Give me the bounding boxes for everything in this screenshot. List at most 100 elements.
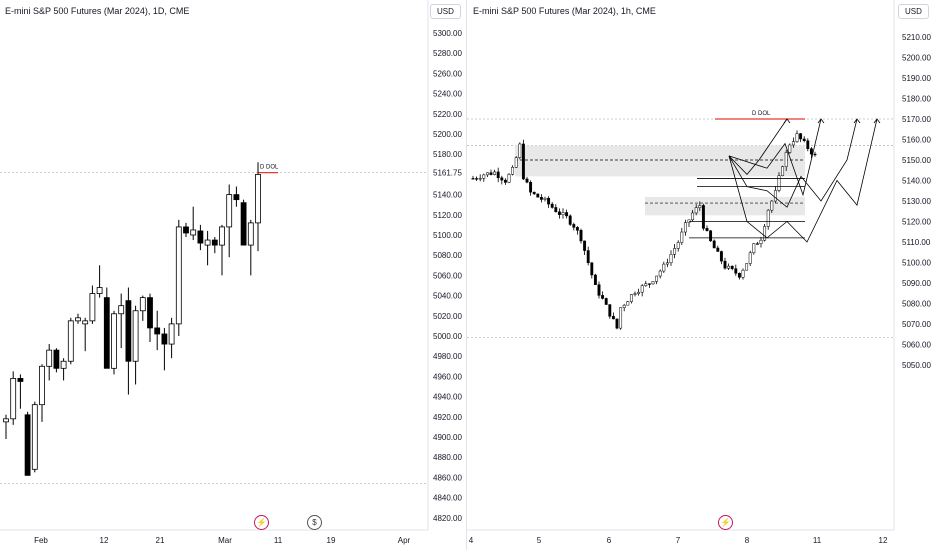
candle-body xyxy=(539,196,543,200)
candle-body xyxy=(161,333,168,345)
y-tick-label: 5300.00 xyxy=(433,29,462,38)
candle-body xyxy=(662,263,666,272)
x-tick-label: 4 xyxy=(469,536,474,545)
projection-path xyxy=(728,118,788,175)
dividend-icon[interactable]: $ xyxy=(307,515,322,530)
candle-body xyxy=(647,283,651,285)
lightning-icon[interactable]: ⚡ xyxy=(718,515,733,530)
y-tick-label: 5140.00 xyxy=(433,191,462,200)
y-tick-label: 4940.00 xyxy=(433,393,462,402)
hourly-chart-pane[interactable]: E-mini S&P 500 Futures (Mar 2024), 1h, C… xyxy=(466,0,932,550)
candle-body xyxy=(741,269,745,278)
candle-body xyxy=(727,265,731,269)
y-tick-label: 5050.00 xyxy=(902,361,931,370)
y-tick-label: 5210.00 xyxy=(902,33,931,42)
x-tick-label: 12 xyxy=(879,536,888,545)
candle-body xyxy=(75,317,81,322)
daily-chart-pane[interactable]: E-mini S&P 500 Futures (Mar 2024), 1D, C… xyxy=(0,0,466,550)
y-tick-label: 5170.00 xyxy=(902,115,931,124)
candle-body xyxy=(525,178,529,183)
currency-button[interactable]: USD xyxy=(430,4,461,19)
x-tick-label: 11 xyxy=(274,536,283,545)
candle-body xyxy=(590,262,594,276)
candle-body xyxy=(694,207,698,214)
x-tick-label: 12 xyxy=(100,536,109,545)
y-tick-label: 5180.00 xyxy=(433,150,462,159)
x-tick-label: 8 xyxy=(745,536,750,545)
candle-body xyxy=(691,212,695,221)
candle-body xyxy=(734,268,738,274)
candle-body xyxy=(583,240,587,251)
candle-body xyxy=(795,133,799,142)
candle-body xyxy=(10,378,17,420)
y-tick-label: 5080.00 xyxy=(433,251,462,260)
y-tick-label: 5160.00 xyxy=(902,136,931,145)
candle-body xyxy=(503,179,507,183)
x-tick-label: 19 xyxy=(327,536,336,545)
y-tick-label: 5240.00 xyxy=(433,90,462,99)
y-tick-label: 5260.00 xyxy=(433,69,462,78)
candle-body xyxy=(226,194,233,228)
candle-body xyxy=(255,173,261,224)
y-tick-label: 5280.00 xyxy=(433,49,462,58)
candle-body xyxy=(673,248,677,255)
y-tick-label: 5130.00 xyxy=(902,197,931,206)
candle-body xyxy=(190,229,197,236)
candle-body xyxy=(211,239,218,246)
candle-body xyxy=(748,252,752,264)
projection-arrowhead xyxy=(783,118,791,124)
candle-body xyxy=(806,140,810,149)
candle-body xyxy=(701,205,705,229)
currency-button[interactable]: USD xyxy=(898,4,929,19)
projection-path xyxy=(728,118,878,243)
candle-body xyxy=(644,283,648,286)
candle-body xyxy=(799,133,803,140)
candle-body xyxy=(493,171,497,175)
candle-body xyxy=(500,177,504,181)
candle-body xyxy=(543,197,547,200)
candle-body xyxy=(611,316,615,320)
candle-body xyxy=(622,304,626,308)
candle-body xyxy=(572,224,576,228)
candle-body xyxy=(511,167,515,175)
y-tick-label: 5140.00 xyxy=(902,177,931,186)
dol-label: D DOL xyxy=(260,165,279,171)
projection-arrowhead xyxy=(873,118,881,124)
candle-body xyxy=(568,215,572,225)
y-tick-label: 4960.00 xyxy=(433,372,462,381)
y-tick-label: 5060.00 xyxy=(433,271,462,280)
x-tick-label: 5 xyxy=(537,536,542,545)
candle-body xyxy=(784,152,788,167)
candle-body xyxy=(532,191,536,195)
candle-body xyxy=(82,320,89,325)
supply-zone-lower xyxy=(645,196,805,216)
hourly-chart-canvas[interactable]: 5210.00 5200.00 5190.00 5180.00 5170.00 5160.… xyxy=(467,0,932,550)
dol-label: D DOL xyxy=(752,111,771,117)
candle-body xyxy=(593,274,597,285)
candle-body xyxy=(802,138,806,142)
candle-body xyxy=(565,212,569,217)
x-tick-label: Apr xyxy=(398,536,411,545)
candle-body xyxy=(737,273,741,278)
y-tick-label: 5100.00 xyxy=(433,231,462,240)
x-tick-label: 6 xyxy=(607,536,612,545)
y-tick-label: 5040.00 xyxy=(433,292,462,301)
candle-body xyxy=(770,200,774,211)
lightning-icon[interactable]: ⚡ xyxy=(254,515,269,530)
candle-body xyxy=(247,222,254,246)
y-tick-label: 5060.00 xyxy=(902,341,931,350)
candle-body xyxy=(197,230,204,244)
candle-body xyxy=(640,285,644,293)
candle-body xyxy=(604,298,608,305)
y-tick-label: 5180.00 xyxy=(902,95,931,104)
candle-body xyxy=(475,178,479,180)
supply-zone-upper xyxy=(515,145,805,177)
candle-body xyxy=(89,293,96,322)
candle-body xyxy=(619,307,623,329)
candle-body xyxy=(788,144,792,153)
candle-body xyxy=(471,178,475,180)
projection-path xyxy=(728,118,822,197)
candle-body xyxy=(17,378,24,382)
daily-chart-canvas[interactable]: 5300.00 5280.00 5260.00 5240.00 5220.00 5200.… xyxy=(0,0,466,550)
candle-body xyxy=(550,203,554,208)
